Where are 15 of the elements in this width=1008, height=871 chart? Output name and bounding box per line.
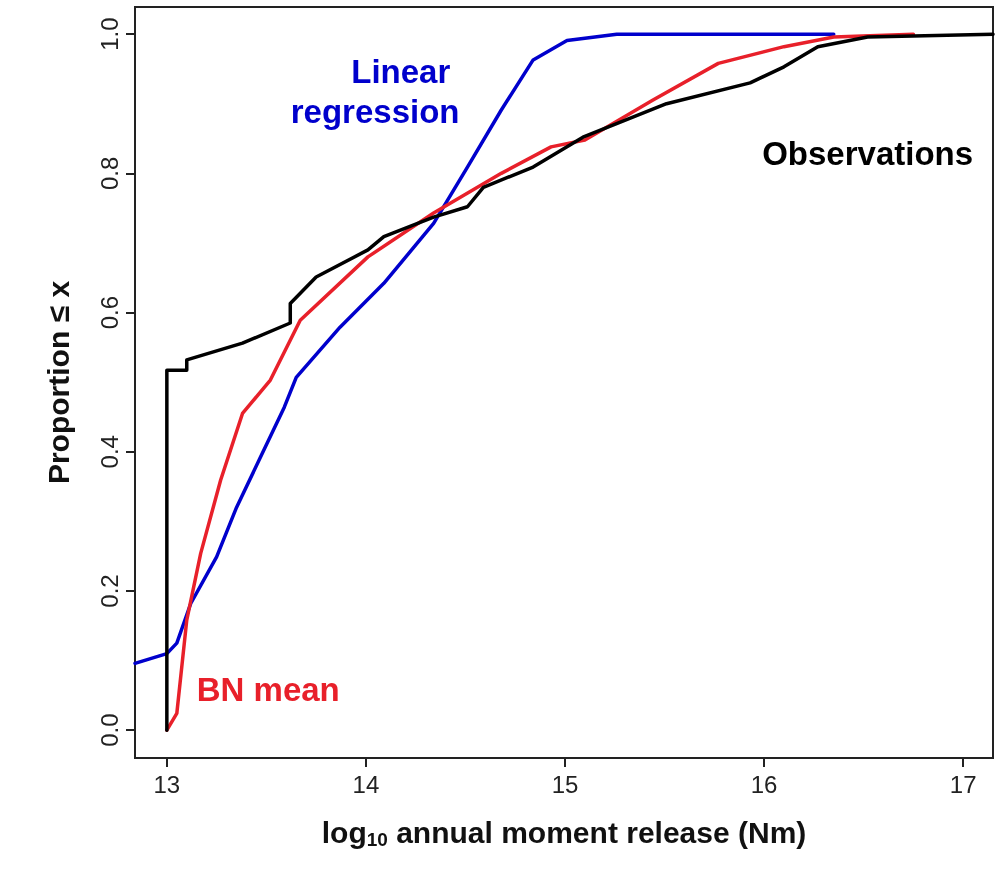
x-tick-label: 13 bbox=[153, 770, 181, 798]
x-tick-label: 16 bbox=[750, 770, 778, 798]
y-tick-label: 0.8 bbox=[95, 156, 123, 191]
x-tick-label: 15 bbox=[551, 770, 579, 798]
x-tick-label: 17 bbox=[949, 770, 977, 798]
series-label: BN mean bbox=[196, 670, 340, 708]
x-tick-label: 14 bbox=[352, 770, 380, 798]
y-tick-label: 0.0 bbox=[95, 713, 123, 747]
y-axis-title: Proportion ≤ x bbox=[41, 280, 75, 485]
y-tick-label: 0.6 bbox=[95, 295, 123, 330]
series-label: Observations bbox=[762, 134, 974, 172]
series-label: Linear regression bbox=[290, 53, 460, 131]
y-tick-label: 0.2 bbox=[95, 574, 123, 608]
y-tick-label: 0.4 bbox=[95, 435, 123, 469]
y-tick-label: 1.0 bbox=[95, 17, 123, 51]
